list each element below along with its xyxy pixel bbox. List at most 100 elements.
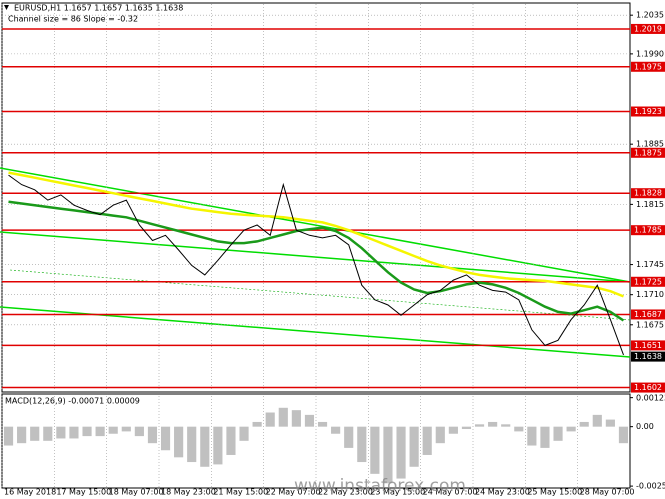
y-tick-label: 1.1885 (636, 140, 664, 149)
macd-bar (422, 426, 432, 455)
macd-bar (396, 426, 406, 479)
chart-subtitle: Channel size = 86 Slope = -0.32 (8, 15, 138, 24)
macd-bar (566, 426, 576, 432)
macd-bar (514, 426, 524, 432)
main-frame (1, 2, 631, 393)
level-box (631, 382, 665, 393)
macd-bar (579, 421, 589, 427)
chart-title: EURUSD,H1 1.1657 1.1657 1.1635 1.1638 (14, 4, 183, 13)
macd-bar (409, 426, 419, 467)
level-label: 1.1725 (634, 277, 662, 286)
macd-bar (370, 426, 380, 474)
macd-bar (43, 426, 53, 441)
macd-bar (278, 407, 288, 427)
macd-bar (618, 426, 629, 444)
macd-bar (174, 426, 184, 458)
price-line (8, 200, 625, 322)
macd-bar (605, 419, 615, 427)
macd-bar (226, 426, 236, 455)
level-label: 1.2019 (634, 24, 662, 33)
macd-bar (160, 426, 171, 451)
macd-bar (82, 426, 92, 437)
macd-bar (304, 414, 315, 427)
level-box (631, 340, 665, 351)
level-box (631, 309, 665, 320)
macd-bar (134, 426, 144, 437)
macd-bar (69, 426, 79, 439)
macd-title: MACD(12,26,9) -0.00071 0.00009 (5, 397, 140, 406)
macd-bar (474, 424, 485, 427)
macd-bar (200, 426, 210, 467)
x-tick-label: 18 May 07:00 (109, 488, 164, 497)
macd-tick-label: -0.00252 (636, 482, 665, 491)
macd-bar (291, 410, 301, 427)
y-tick-label: 1.1815 (636, 200, 664, 209)
watermark: www.instaforex.com (294, 476, 466, 496)
macd-bar (344, 426, 354, 448)
macd-bar (331, 426, 341, 434)
macd-bar (540, 426, 550, 448)
macd-bar (592, 414, 602, 427)
level-label: 1.1602 (634, 383, 662, 392)
y-tick-label: 1.2035 (636, 11, 664, 20)
level-box (631, 106, 665, 117)
title-icon (4, 5, 9, 10)
macd-bar (448, 426, 458, 434)
channel-upper (0, 167, 631, 283)
x-tick-label: 23 May 15:00 (370, 488, 425, 497)
y-tick-label: 1.1675 (636, 320, 664, 329)
macd-bar (553, 426, 563, 441)
macd-bar (213, 426, 223, 465)
macd-bar (317, 421, 328, 427)
macd-tick-label: 0.00123 (636, 394, 665, 403)
current-price-label: 1.1638 (634, 352, 662, 361)
price-line (8, 174, 624, 356)
macd-bar (265, 412, 275, 427)
level-label: 1.1875 (634, 148, 662, 157)
macd-bar (3, 426, 14, 446)
level-box (631, 276, 665, 287)
current-price-box (631, 351, 665, 362)
level-label: 1.1975 (634, 62, 662, 71)
macd-tick-label: 0.00 (636, 422, 654, 431)
x-tick-label: 24 May 23:00 (475, 488, 530, 497)
macd-bar (187, 426, 197, 463)
macd-bar (30, 426, 40, 441)
macd-bar (121, 426, 131, 432)
macd-bar (17, 426, 27, 444)
x-tick-label: 22 May 07:00 (266, 488, 321, 497)
macd-bar (435, 426, 445, 444)
macd-bar (239, 426, 249, 441)
level-label: 1.1923 (634, 107, 662, 116)
macd-bar (147, 426, 158, 444)
level-box (631, 188, 665, 199)
macd-bar (383, 426, 393, 484)
level-label: 1.1785 (634, 226, 662, 235)
macd-bar (357, 426, 367, 463)
level-box (631, 225, 665, 236)
y-tick-label: 1.1745 (636, 260, 664, 269)
macd-bar (501, 424, 511, 427)
level-label: 1.1651 (634, 341, 662, 350)
x-tick-label: 18 May 23:00 (161, 488, 216, 497)
price-line (8, 171, 624, 298)
level-box (631, 147, 665, 158)
macd-bar (252, 421, 262, 427)
channel-mid (0, 231, 631, 283)
x-tick-label: 24 May 07:00 (423, 488, 478, 497)
y-tick-label: 1.1710 (636, 290, 664, 299)
level-box (631, 23, 665, 34)
y-tick-label: 1.1990 (636, 49, 664, 58)
x-tick-label: 21 May 15:00 (213, 488, 268, 497)
macd-bar (108, 426, 118, 434)
macd-bar (95, 426, 105, 437)
macd-bar (461, 426, 472, 430)
x-tick-label: 28 May 07:00 (580, 488, 635, 497)
macd-bar (488, 421, 498, 427)
x-tick-label: 22 May 23:00 (318, 488, 373, 497)
channel-lower (0, 306, 631, 358)
macd-bar (56, 426, 66, 439)
x-tick-label: 16 May 2018 (4, 488, 56, 497)
